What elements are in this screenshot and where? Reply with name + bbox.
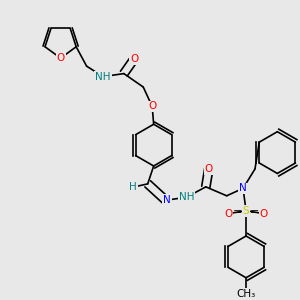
Text: =: = xyxy=(232,207,242,217)
Text: O: O xyxy=(205,164,213,174)
Text: O: O xyxy=(56,53,65,63)
Text: NH: NH xyxy=(179,192,194,202)
Text: O: O xyxy=(130,54,138,64)
Text: N: N xyxy=(239,183,247,193)
Text: H: H xyxy=(129,182,137,192)
Text: N: N xyxy=(163,195,171,205)
Text: NH: NH xyxy=(95,72,111,82)
Text: =: = xyxy=(250,207,260,217)
Text: O: O xyxy=(224,209,232,219)
Text: S: S xyxy=(243,206,249,216)
Text: O: O xyxy=(148,101,156,111)
Text: CH₃: CH₃ xyxy=(236,289,256,299)
Text: O: O xyxy=(260,209,268,219)
